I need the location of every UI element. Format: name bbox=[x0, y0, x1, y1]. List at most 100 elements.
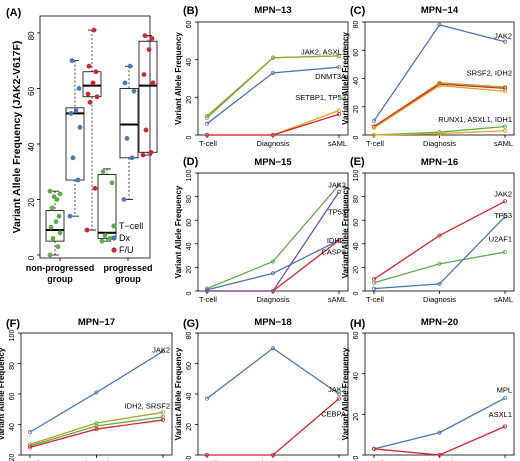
box bbox=[97, 174, 117, 239]
series-point bbox=[204, 121, 210, 126]
data-point bbox=[141, 72, 147, 77]
y-tick-label: 60 bbox=[186, 362, 193, 370]
data-point bbox=[48, 224, 54, 230]
y-tick-label: 20 bbox=[353, 105, 360, 113]
data-point bbox=[50, 235, 56, 241]
chart-title: MPN−18 bbox=[254, 317, 291, 328]
panel-label: (F) bbox=[6, 318, 20, 330]
panel-label: (H) bbox=[350, 318, 366, 330]
y-tick-label: 40 bbox=[353, 242, 360, 250]
series-point bbox=[270, 452, 276, 458]
series-point bbox=[336, 396, 342, 401]
annotation-label: IDH2, bbox=[327, 236, 346, 245]
x-tick-label: T-cell bbox=[199, 139, 217, 148]
x-tick-label: sAML bbox=[328, 459, 347, 461]
group-label: group bbox=[115, 274, 141, 284]
series-point bbox=[270, 271, 276, 276]
annotation-label: SRSF2, IDH2 bbox=[467, 68, 512, 77]
series-point bbox=[160, 417, 166, 423]
legend-label: T−cell bbox=[119, 221, 143, 231]
series-point bbox=[204, 396, 210, 401]
series-line bbox=[373, 425, 506, 456]
series-point bbox=[204, 288, 210, 294]
y-axis-label: Variant Allele Frequency bbox=[0, 347, 6, 440]
y-tick-label: 0 bbox=[186, 291, 193, 295]
chart-title: MPN−14 bbox=[421, 5, 459, 16]
annotation-label: ASXL1 bbox=[489, 410, 512, 419]
data-point bbox=[143, 127, 149, 133]
y-tick-label: 0 bbox=[353, 291, 360, 295]
data-point bbox=[73, 108, 79, 114]
y-tick-label: 20 bbox=[353, 413, 360, 421]
data-point bbox=[127, 63, 133, 69]
data-point bbox=[102, 233, 108, 238]
y-tick-label: 20 bbox=[186, 266, 193, 274]
y-tick-label: 60 bbox=[353, 332, 360, 340]
annotation-label: JAK2, ASXL1 bbox=[301, 48, 346, 57]
chart-title: MPN−20 bbox=[421, 317, 458, 328]
series-point bbox=[502, 89, 508, 94]
annotation-label: JAK2 bbox=[328, 180, 346, 189]
series-point bbox=[336, 238, 342, 243]
y-tick-label: 40 bbox=[186, 393, 193, 401]
y-tick-label: 60 bbox=[353, 49, 360, 57]
series-point bbox=[437, 22, 442, 27]
y-tick-label: 80 bbox=[9, 362, 16, 370]
y-tick-label: 60 bbox=[186, 219, 193, 227]
series-point bbox=[204, 132, 210, 138]
annotation-label: RUNX1, ASXL1, IDH1 bbox=[438, 115, 512, 124]
data-point bbox=[122, 80, 128, 86]
series-point bbox=[270, 288, 276, 294]
x-tick-label: Diagnosis bbox=[423, 295, 456, 304]
box bbox=[65, 107, 85, 181]
panel-label: (C) bbox=[350, 5, 366, 17]
data-point bbox=[90, 80, 96, 86]
data-point bbox=[149, 36, 155, 41]
y-tick-label: 0 bbox=[353, 455, 360, 459]
series-point bbox=[270, 346, 276, 351]
series-point bbox=[27, 443, 33, 448]
x-tick-label: T-cell bbox=[366, 295, 384, 304]
series-line bbox=[206, 184, 340, 290]
data-point bbox=[67, 213, 73, 219]
panel-a: (A) 0 20 40 60 80 Variant Allele Frequency (JA… bbox=[6, 7, 158, 284]
annotation-label: TP53 bbox=[328, 207, 346, 216]
series-line bbox=[207, 113, 340, 136]
series-point bbox=[437, 452, 442, 458]
y-tick-label: 80 bbox=[186, 195, 193, 203]
y-tick-label: 20 bbox=[27, 197, 36, 206]
x-tick-label: sAML bbox=[328, 139, 347, 148]
series-line bbox=[29, 350, 164, 433]
series-line bbox=[206, 347, 340, 400]
y-tick-label: 80 bbox=[27, 31, 36, 40]
series-point bbox=[270, 132, 276, 138]
series-line bbox=[29, 419, 164, 449]
y-tick-label: 60 bbox=[9, 393, 16, 401]
series-point bbox=[437, 261, 442, 266]
series-point bbox=[270, 70, 276, 75]
series-point bbox=[502, 128, 508, 133]
series-line bbox=[207, 191, 340, 292]
box bbox=[45, 210, 65, 242]
y-tick-label: 80 bbox=[186, 332, 193, 340]
data-point bbox=[49, 205, 55, 211]
data-point bbox=[93, 69, 99, 75]
legend-label: F/U bbox=[119, 245, 134, 255]
x-tick-label: T-cell bbox=[366, 459, 384, 461]
y-tick-label: 40 bbox=[353, 77, 360, 85]
series-point bbox=[371, 280, 377, 285]
data-point bbox=[131, 88, 137, 94]
data-point bbox=[76, 86, 82, 91]
series-line bbox=[29, 411, 164, 445]
annotation-label: DNMT3A bbox=[315, 72, 346, 81]
series-line bbox=[373, 200, 506, 280]
y-tick-label: 20 bbox=[186, 423, 193, 431]
box bbox=[138, 40, 158, 153]
series-point bbox=[270, 259, 276, 264]
annotation-label: SETBP1, TP53 bbox=[295, 93, 346, 102]
data-point bbox=[85, 91, 91, 97]
y-axis-label: Variant Allele Frequency (JAK2-V617F) bbox=[11, 41, 23, 234]
data-point bbox=[55, 244, 61, 250]
y-tick-label: 60 bbox=[186, 21, 193, 29]
x-tick-label: sAML bbox=[494, 459, 513, 461]
